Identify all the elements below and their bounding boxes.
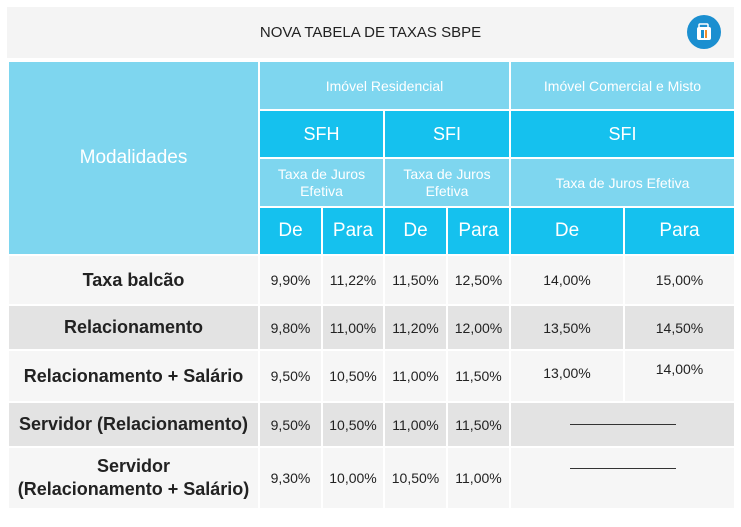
header-de: De (383, 206, 448, 256)
not-applicable-cell (509, 446, 736, 510)
table-row: Taxa balcão 9,90% 11,22% 11,50% 12,50% 1… (7, 254, 736, 306)
header-taxa-sfh: Taxa de Juros Efetiva (258, 157, 385, 208)
rate-cell: 11,50% (446, 349, 511, 403)
not-applicable-cell (509, 401, 736, 448)
header-para: Para (321, 206, 385, 256)
rate-cell: 11,00% (383, 401, 448, 448)
header-imovel-comercial: Imóvel Comercial e Misto (509, 60, 736, 111)
rate-cell: 13,50% (509, 304, 625, 351)
dash-line (569, 468, 676, 470)
rate-cell: 11,00% (446, 446, 511, 510)
rate-cell: 14,00% (623, 349, 736, 403)
header-sfi-comercial: SFI (509, 109, 736, 159)
table-row: Relacionamento 9,80% 11,00% 11,20% 12,00… (7, 304, 736, 351)
row-label-line-2: (Relacionamento + Salário) (17, 479, 250, 499)
header-para: Para (623, 206, 736, 256)
header-de: De (509, 206, 625, 256)
row-label: Taxa balcão (7, 254, 260, 306)
rate-cell: 14,00% (509, 254, 625, 306)
rate-cell: 10,50% (383, 446, 448, 510)
row-label: Relacionamento (7, 304, 260, 351)
header-modalidades: Modalidades (7, 60, 260, 256)
rate-cell: 12,00% (446, 304, 511, 351)
rate-cell: 12,50% (446, 254, 511, 306)
table-row: Servidor (Relacionamento) 9,50% 10,50% 1… (7, 401, 736, 448)
rate-cell: 14,50% (623, 304, 736, 351)
title-bar: NOVA TABELA DE TAXAS SBPE (7, 7, 734, 58)
header-taxa-sfi-residencial: Taxa de Juros Efetiva (383, 157, 511, 208)
rate-cell: 10,50% (321, 349, 385, 403)
row-label: Servidor (Relacionamento + Salário) (7, 446, 260, 510)
dash-line (569, 423, 676, 425)
rate-cell: 11,50% (383, 254, 448, 306)
rate-cell: 9,30% (258, 446, 323, 510)
header-de: De (258, 206, 323, 256)
row-label-line-1: Servidor (96, 456, 171, 476)
rate-cell: 9,90% (258, 254, 323, 306)
caixa-logo-icon (687, 15, 721, 49)
rate-cell: 11,20% (383, 304, 448, 351)
rate-cell: 11,22% (321, 254, 385, 306)
rate-cell: 13,00% (509, 349, 625, 403)
row-label: Servidor (Relacionamento) (7, 401, 260, 448)
rate-cell: 9,50% (258, 401, 323, 448)
table-row: Relacionamento + Salário 9,50% 10,50% 11… (7, 349, 736, 403)
rate-cell: 11,00% (383, 349, 448, 403)
row-label: Relacionamento + Salário (7, 349, 260, 403)
rate-cell: 15,00% (623, 254, 736, 306)
page-title: NOVA TABELA DE TAXAS SBPE (259, 24, 482, 41)
rate-cell: 10,50% (321, 401, 385, 448)
rate-cell: 9,50% (258, 349, 323, 403)
header-para: Para (446, 206, 511, 256)
rate-cell: 11,00% (321, 304, 385, 351)
caixa-logo-glyph (697, 23, 711, 40)
rate-cell: 9,80% (258, 304, 323, 351)
header-imovel-residencial: Imóvel Residencial (258, 60, 511, 111)
table-row: Servidor (Relacionamento + Salário) 9,30… (7, 446, 736, 510)
rates-table: Modalidades Imóvel Residencial Imóvel Co… (7, 60, 736, 510)
header-sfi-residencial: SFI (383, 109, 511, 159)
header-sfh: SFH (258, 109, 385, 159)
rate-cell: 11,50% (446, 401, 511, 448)
rate-cell: 10,00% (321, 446, 385, 510)
header-taxa-sfi-comercial: Taxa de Juros Efetiva (509, 157, 736, 208)
